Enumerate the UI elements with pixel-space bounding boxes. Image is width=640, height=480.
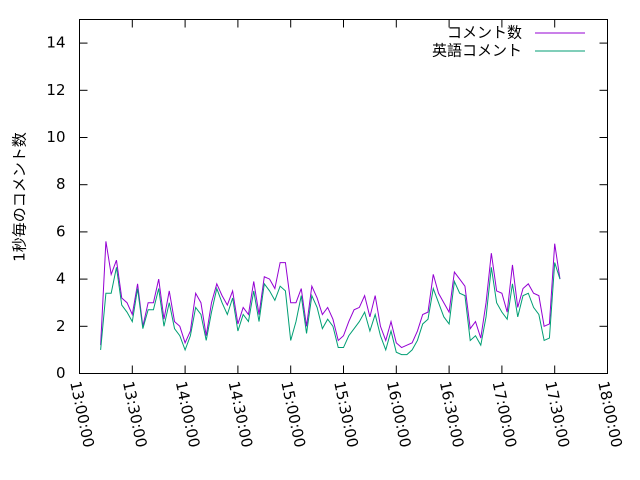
x-tick-label: 13:30:00: [119, 380, 151, 450]
y-axis-label: 1秒毎のコメント数: [11, 132, 29, 262]
y-tick-label: 0: [56, 364, 66, 382]
y-tick-label: 4: [56, 270, 66, 288]
x-tick-label: 16:00:00: [383, 380, 415, 450]
y-tick-label: 8: [56, 175, 66, 193]
plot-frame: [79, 19, 608, 374]
y-tick-label: 6: [56, 222, 66, 240]
x-tick-label: 17:30:00: [541, 380, 573, 450]
y-tick-label: 12: [46, 81, 65, 99]
legend-label: 英語コメント: [432, 42, 522, 60]
x-tick-label: 14:30:00: [225, 380, 257, 450]
x-tick-label: 16:30:00: [436, 380, 468, 450]
x-tick-label: 15:30:00: [330, 380, 362, 450]
x-tick-label: 14:00:00: [172, 380, 204, 450]
y-tick-label: 14: [46, 34, 65, 52]
x-tick-label: 18:00:00: [594, 380, 626, 450]
legend-label: コメント数: [447, 24, 522, 42]
y-tick-label: 2: [56, 317, 66, 335]
y-tick-label: 10: [46, 128, 65, 146]
data-line: [100, 262, 561, 356]
x-tick-label: 17:00:00: [489, 380, 521, 450]
x-tick-label: 15:00:00: [277, 380, 309, 450]
data-line: [100, 241, 561, 349]
x-tick-label: 13:00:00: [66, 380, 98, 450]
